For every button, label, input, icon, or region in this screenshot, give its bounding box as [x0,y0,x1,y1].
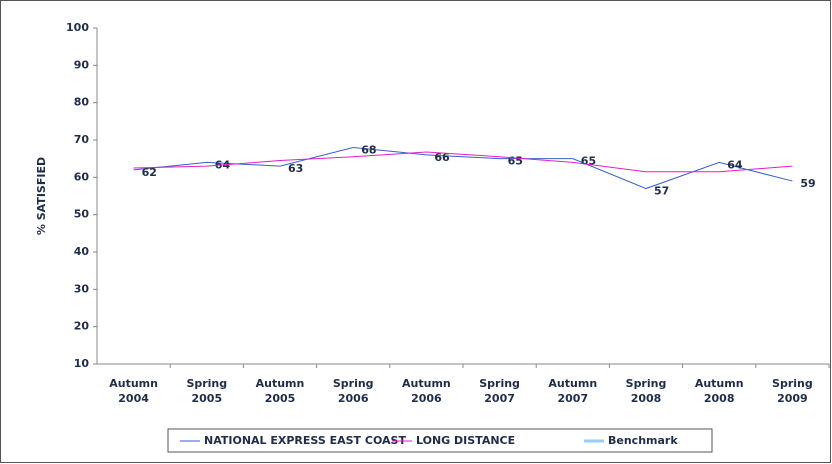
y-tick-label: 70 [74,133,90,146]
y-tick-label: 40 [74,245,90,258]
data-label: 63 [288,162,303,175]
x-tick-label: 2005 [191,392,222,405]
x-tick-label: 2006 [338,392,369,405]
x-tick-label: Spring [772,377,813,390]
x-tick-label: 2006 [411,392,442,405]
legend-label: Benchmark [608,434,678,447]
series-line [133,146,793,190]
data-label: 65 [508,155,523,168]
y-tick-label: 20 [74,320,90,333]
x-tick-label: 2009 [777,392,808,405]
data-label: 57 [654,185,669,198]
data-label: 62 [142,166,157,179]
x-tick-label: 2007 [484,392,515,405]
y-tick-label: 80 [74,96,90,109]
x-tick-label: 2008 [631,392,662,405]
y-tick-label: 60 [74,170,90,183]
x-tick-label: 2007 [557,392,588,405]
x-tick-label: Spring [333,377,374,390]
x-tick-label: 2008 [704,392,735,405]
data-label: 68 [361,143,376,156]
x-tick-label: Spring [479,377,520,390]
legend [167,428,713,453]
legend-label: NATIONAL EXPRESS EAST COAST [204,434,406,447]
y-tick-label: 90 [74,58,90,71]
x-tick-label: Autumn [256,377,305,390]
x-tick-label: Autumn [548,377,597,390]
x-tick-label: Autumn [402,377,451,390]
y-tick-label: 100 [66,21,89,34]
x-tick-label: Autumn [695,377,744,390]
x-tick-label: Spring [626,377,667,390]
x-tick-label: 2005 [265,392,296,405]
x-tick-label: Spring [186,377,227,390]
data-label: 59 [800,177,815,190]
x-tick-label: Autumn [109,377,158,390]
y-tick-label: 30 [74,282,90,295]
legend-label: LONG DISTANCE [416,434,515,447]
data-label: 65 [581,155,596,168]
y-tick-label: 50 [74,208,90,221]
series-line [133,151,793,173]
x-tick-label: 2004 [118,392,149,405]
data-label: 64 [727,158,743,171]
y-tick-label: 10 [74,357,90,370]
data-label: 66 [434,151,450,164]
y-axis-label: % SATISFIED [35,157,48,235]
